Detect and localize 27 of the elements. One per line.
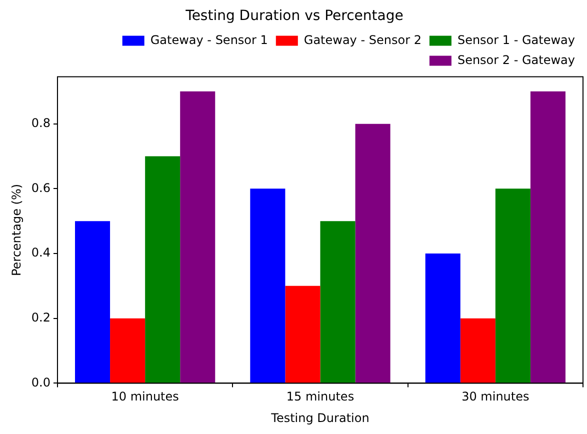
legend-label: Gateway - Sensor 2: [304, 32, 422, 47]
x-tick-label: 15 minutes: [286, 390, 354, 404]
y-tick-label: 0.2: [31, 310, 50, 324]
bar: [320, 221, 356, 383]
bar: [110, 318, 146, 383]
legend-label: Sensor 2 - Gateway: [457, 52, 576, 67]
bar: [425, 254, 460, 383]
legend-label: Sensor 1 - Gateway: [457, 32, 576, 47]
y-axis-title: Percentage (%): [9, 184, 24, 276]
bar: [145, 156, 180, 383]
y-tick-label: 0.6: [31, 180, 50, 195]
y-tick-label: 0.0: [31, 375, 50, 390]
chart-title: Testing Duration vs Percentage: [184, 8, 404, 24]
bar: [460, 318, 496, 383]
y-tick-label: 0.4: [31, 246, 50, 260]
y-tick-label: 0.8: [31, 116, 50, 130]
bar: [495, 188, 530, 383]
bar: [250, 188, 286, 383]
x-axis-title: Testing Duration: [270, 410, 370, 425]
legend-label: Gateway - Sensor 1: [150, 32, 268, 47]
bar: [355, 124, 390, 383]
x-tick-label: 30 minutes: [462, 390, 530, 404]
bar: [180, 91, 216, 383]
bar: [285, 286, 320, 383]
x-tick-label: 10 minutes: [111, 390, 179, 404]
bar: [530, 91, 566, 383]
bar: [75, 221, 110, 383]
